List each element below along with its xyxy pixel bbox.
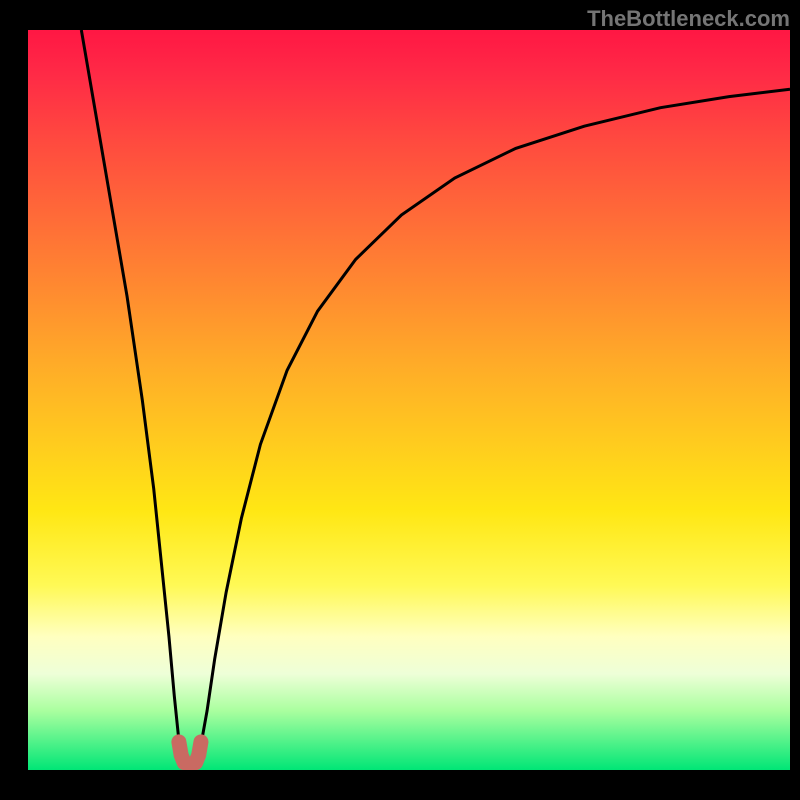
plot-area (28, 30, 790, 770)
gradient-background (28, 30, 790, 770)
chart-container: TheBottleneck.com (0, 0, 800, 800)
watermark-text: TheBottleneck.com (587, 6, 790, 32)
